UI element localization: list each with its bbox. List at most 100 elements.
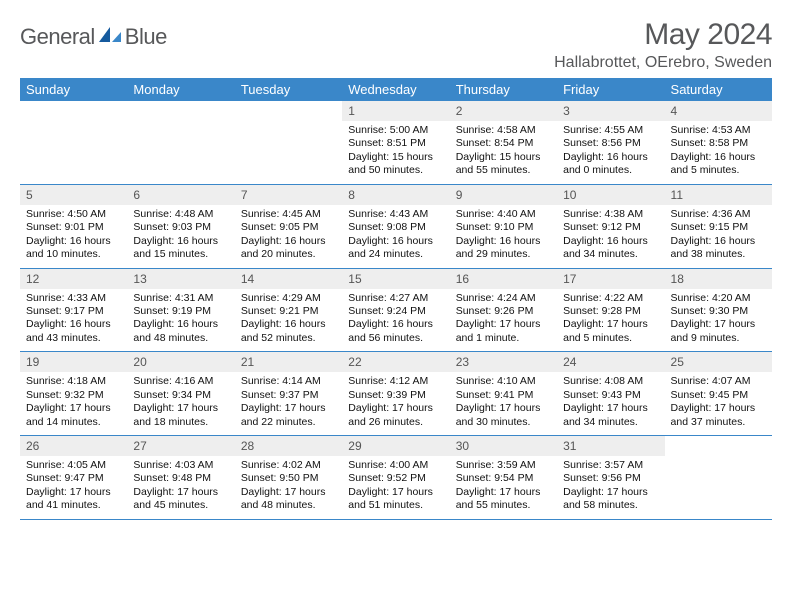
sunset-line: Sunset: 9:50 PM: [241, 472, 336, 485]
week-row: 19Sunrise: 4:18 AMSunset: 9:32 PMDayligh…: [20, 352, 772, 436]
day-cell: 17Sunrise: 4:22 AMSunset: 9:28 PMDayligh…: [557, 268, 664, 352]
day-details: Sunrise: 4:53 AMSunset: 8:58 PMDaylight:…: [665, 121, 772, 184]
day-details: Sunrise: 4:20 AMSunset: 9:30 PMDaylight:…: [665, 289, 772, 352]
day-details: [20, 121, 127, 183]
sunset-line: Sunset: 9:19 PM: [133, 305, 228, 318]
daylight-line: Daylight: 17 hours and 34 minutes.: [563, 402, 658, 429]
day-details: Sunrise: 4:08 AMSunset: 9:43 PMDaylight:…: [557, 372, 664, 435]
day-cell: 18Sunrise: 4:20 AMSunset: 9:30 PMDayligh…: [665, 268, 772, 352]
daylight-line: Daylight: 17 hours and 55 minutes.: [456, 486, 551, 513]
sunrise-line: Sunrise: 4:14 AM: [241, 375, 336, 388]
day-number: 11: [665, 185, 772, 205]
day-details: Sunrise: 4:29 AMSunset: 9:21 PMDaylight:…: [235, 289, 342, 352]
day-cell: 10Sunrise: 4:38 AMSunset: 9:12 PMDayligh…: [557, 184, 664, 268]
sunrise-line: Sunrise: 4:53 AM: [671, 124, 766, 137]
day-cell: 14Sunrise: 4:29 AMSunset: 9:21 PMDayligh…: [235, 268, 342, 352]
day-cell: 19Sunrise: 4:18 AMSunset: 9:32 PMDayligh…: [20, 352, 127, 436]
sunrise-line: Sunrise: 4:50 AM: [26, 208, 121, 221]
daylight-line: Daylight: 17 hours and 26 minutes.: [348, 402, 443, 429]
day-details: Sunrise: 4:31 AMSunset: 9:19 PMDaylight:…: [127, 289, 234, 352]
day-number: 14: [235, 269, 342, 289]
sunset-line: Sunset: 9:47 PM: [26, 472, 121, 485]
sunset-line: Sunset: 9:41 PM: [456, 389, 551, 402]
daylight-line: Daylight: 17 hours and 22 minutes.: [241, 402, 336, 429]
day-cell: 6Sunrise: 4:48 AMSunset: 9:03 PMDaylight…: [127, 184, 234, 268]
daylight-line: Daylight: 16 hours and 34 minutes.: [563, 235, 658, 262]
day-number: [235, 101, 342, 121]
day-cell: 4Sunrise: 4:53 AMSunset: 8:58 PMDaylight…: [665, 101, 772, 184]
sunset-line: Sunset: 9:39 PM: [348, 389, 443, 402]
dow-sunday: Sunday: [20, 78, 127, 101]
dow-tuesday: Tuesday: [235, 78, 342, 101]
day-cell: 23 Sunrise: 4:10 AMSunset: 9:41 PMDayligh…: [450, 352, 557, 436]
daylight-line: Daylight: 16 hours and 10 minutes.: [26, 235, 121, 262]
day-cell: 28Sunrise: 4:02 AMSunset: 9:50 PMDayligh…: [235, 436, 342, 520]
day-details: Sunrise: 4:00 AMSunset: 9:52 PMDaylight:…: [342, 456, 449, 519]
sunset-line: Sunset: 9:10 PM: [456, 221, 551, 234]
day-details: Sunrise: 4:45 AMSunset: 9:05 PMDaylight:…: [235, 205, 342, 268]
day-cell: [20, 101, 127, 184]
logo-text-blue: Blue: [125, 24, 167, 50]
sunrise-line: Sunrise: 4:55 AM: [563, 124, 658, 137]
day-details: Sunrise: 3:57 AMSunset: 9:56 PMDaylight:…: [557, 456, 664, 519]
day-number: 1: [342, 101, 449, 121]
sunset-line: Sunset: 9:48 PM: [133, 472, 228, 485]
daylight-line: Daylight: 16 hours and 52 minutes.: [241, 318, 336, 345]
sunset-line: Sunset: 9:26 PM: [456, 305, 551, 318]
day-number: 6: [127, 185, 234, 205]
sunset-line: Sunset: 9:24 PM: [348, 305, 443, 318]
daylight-line: Daylight: 16 hours and 56 minutes.: [348, 318, 443, 345]
day-cell: 21Sunrise: 4:14 AMSunset: 9:37 PMDayligh…: [235, 352, 342, 436]
day-number: 12: [20, 269, 127, 289]
day-number: [127, 101, 234, 121]
sunset-line: Sunset: 9:34 PM: [133, 389, 228, 402]
sunrise-line: Sunrise: 4:38 AM: [563, 208, 658, 221]
sunset-line: Sunset: 9:32 PM: [26, 389, 121, 402]
week-row: 26Sunrise: 4:05 AMSunset: 9:47 PMDayligh…: [20, 436, 772, 520]
day-details: Sunrise: 4:12 AMSunset: 9:39 PMDaylight:…: [342, 372, 449, 435]
day-details: Sunrise: 4:22 AMSunset: 9:28 PMDaylight:…: [557, 289, 664, 352]
daylight-line: Daylight: 17 hours and 45 minutes.: [133, 486, 228, 513]
sunrise-line: Sunrise: 4:45 AM: [241, 208, 336, 221]
sunset-line: Sunset: 9:01 PM: [26, 221, 121, 234]
day-details: Sunrise: 4:16 AMSunset: 9:34 PMDaylight:…: [127, 372, 234, 435]
sunset-line: Sunset: 8:56 PM: [563, 137, 658, 150]
dow-row: Sunday Monday Tuesday Wednesday Thursday…: [20, 78, 772, 101]
daylight-line: Daylight: 15 hours and 55 minutes.: [456, 151, 551, 178]
sunrise-line: Sunrise: 4:02 AM: [241, 459, 336, 472]
dow-thursday: Thursday: [450, 78, 557, 101]
daylight-line: Daylight: 17 hours and 14 minutes.: [26, 402, 121, 429]
day-cell: 1Sunrise: 5:00 AMSunset: 8:51 PMDaylight…: [342, 101, 449, 184]
sunrise-line: Sunrise: 4:16 AM: [133, 375, 228, 388]
sunrise-line: Sunrise: 4:33 AM: [26, 292, 121, 305]
day-cell: 5Sunrise: 4:50 AMSunset: 9:01 PMDaylight…: [20, 184, 127, 268]
dow-monday: Monday: [127, 78, 234, 101]
sunset-line: Sunset: 9:17 PM: [26, 305, 121, 318]
daylight-line: Daylight: 17 hours and 30 minutes.: [456, 402, 551, 429]
daylight-line: Daylight: 16 hours and 48 minutes.: [133, 318, 228, 345]
day-cell: 11Sunrise: 4:36 AMSunset: 9:15 PMDayligh…: [665, 184, 772, 268]
day-cell: [235, 101, 342, 184]
day-number: 18: [665, 269, 772, 289]
day-cell: 13Sunrise: 4:31 AMSunset: 9:19 PMDayligh…: [127, 268, 234, 352]
day-number: 21: [235, 352, 342, 372]
logo: General Blue: [20, 24, 167, 50]
sunrise-line: Sunrise: 5:00 AM: [348, 124, 443, 137]
day-details: Sunrise: 4:24 AMSunset: 9:26 PMDaylight:…: [450, 289, 557, 352]
sunset-line: Sunset: 8:58 PM: [671, 137, 766, 150]
daylight-line: Daylight: 16 hours and 24 minutes.: [348, 235, 443, 262]
day-cell: 22Sunrise: 4:12 AMSunset: 9:39 PMDayligh…: [342, 352, 449, 436]
day-details: Sunrise: 4:38 AMSunset: 9:12 PMDaylight:…: [557, 205, 664, 268]
day-number: 23: [450, 352, 557, 372]
sunrise-line: Sunrise: 3:59 AM: [456, 459, 551, 472]
sunrise-line: Sunrise: 4:58 AM: [456, 124, 551, 137]
sunset-line: Sunset: 9:21 PM: [241, 305, 336, 318]
sunset-line: Sunset: 9:30 PM: [671, 305, 766, 318]
day-number: 17: [557, 269, 664, 289]
day-details: Sunrise: 4:40 AMSunset: 9:10 PMDaylight:…: [450, 205, 557, 268]
day-number: 19: [20, 352, 127, 372]
sunrise-line: Sunrise: 4:07 AM: [671, 375, 766, 388]
daylight-line: Daylight: 16 hours and 0 minutes.: [563, 151, 658, 178]
day-number: 25: [665, 352, 772, 372]
sunrise-line: Sunrise: 4:10 AM: [456, 375, 551, 388]
